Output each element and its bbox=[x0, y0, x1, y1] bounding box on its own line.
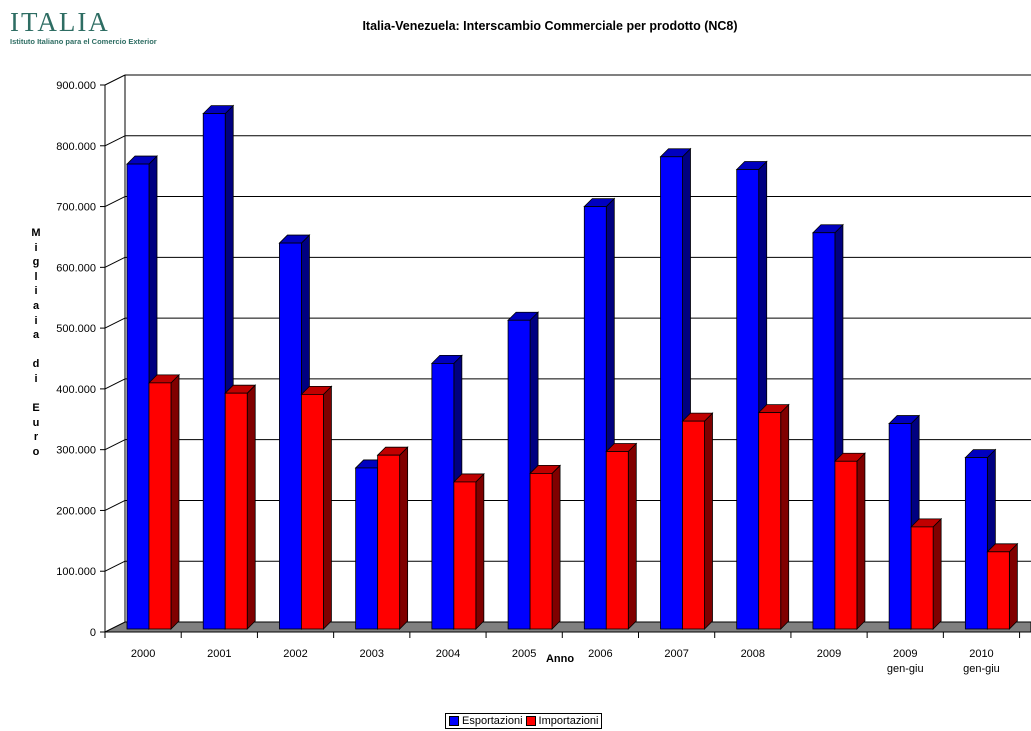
gridline-depth bbox=[104, 560, 126, 572]
y-axis-label-char: g bbox=[32, 256, 40, 269]
logo-name: ITALIA bbox=[10, 7, 110, 37]
gridline-depth bbox=[104, 256, 126, 268]
legend: Esportazioni Importazioni bbox=[445, 713, 603, 729]
bar-imports bbox=[986, 551, 1010, 630]
y-axis-label-char: i bbox=[34, 372, 38, 385]
bar-imports bbox=[910, 526, 934, 630]
y-tick-label: 600.000 bbox=[56, 262, 96, 274]
bar-imports bbox=[758, 412, 782, 630]
bar-imports-side bbox=[932, 517, 942, 630]
y-axis-label-char: i bbox=[34, 314, 38, 327]
legend-item-imports: Importazioni bbox=[525, 715, 599, 727]
y-tick-label: 0 bbox=[90, 627, 96, 639]
bar-imports bbox=[453, 481, 477, 630]
gridline-depth bbox=[104, 439, 126, 451]
y-axis-label-char: l bbox=[34, 270, 38, 283]
bar-imports-side bbox=[1008, 542, 1018, 630]
y-axis-label-char: a bbox=[32, 329, 40, 342]
y-tick-label: 800.000 bbox=[56, 141, 96, 153]
logo-subtitle: Istituto Italiano para el Comercio Exter… bbox=[10, 37, 157, 46]
y-axis-label-char: E bbox=[32, 402, 40, 415]
gridline-depth bbox=[104, 317, 126, 329]
y-axis-label-char: u bbox=[32, 416, 40, 429]
bar-exports bbox=[888, 423, 912, 630]
x-tick-label: 2006 bbox=[588, 648, 612, 660]
bar-exports bbox=[583, 206, 607, 630]
x-tick-label: 2001 bbox=[207, 648, 231, 660]
x-tick-label: 2004 bbox=[436, 648, 460, 660]
bar-imports-side bbox=[399, 446, 409, 630]
chart-plot: 0 100.000 200.000 300.000 400.000 500.000 600.… bbox=[56, 74, 1031, 675]
y-axis-label-char: o bbox=[32, 445, 40, 458]
bar-imports-side bbox=[551, 464, 561, 630]
bar-imports bbox=[301, 393, 324, 630]
bar-imports bbox=[682, 420, 705, 630]
legend-swatch-exports bbox=[449, 716, 459, 726]
y-tick-label: 100.000 bbox=[56, 566, 96, 578]
y-tick-label: 900.000 bbox=[56, 80, 96, 92]
bar-imports-side bbox=[170, 373, 180, 630]
y-tick-label: 300.000 bbox=[56, 445, 96, 457]
x-tick-label: 2007 bbox=[664, 648, 688, 660]
y-axis-label-char: M bbox=[31, 227, 41, 239]
logo: ITALIA Istituto Italiano para el Comerci… bbox=[10, 8, 157, 46]
bar-imports-side bbox=[475, 472, 485, 630]
bar-imports bbox=[377, 454, 401, 630]
x-tick-label: gen-giu bbox=[887, 663, 924, 675]
x-tick-label: 2002 bbox=[283, 648, 307, 660]
bar-exports bbox=[736, 169, 760, 630]
bar-imports-side bbox=[780, 403, 790, 630]
x-tick-label: 2009 bbox=[817, 648, 841, 660]
x-tick-label: 2008 bbox=[741, 648, 765, 660]
gridline-depth bbox=[104, 378, 126, 390]
y-tick-label: 200.000 bbox=[56, 505, 96, 517]
gridline-depth bbox=[104, 499, 126, 511]
x-tick-label: 2009 bbox=[893, 648, 917, 660]
y-axis-label-char: i bbox=[34, 241, 38, 254]
bar-imports bbox=[224, 392, 248, 630]
gridline-depth bbox=[104, 196, 126, 208]
y-axis-label-char: i bbox=[34, 285, 38, 298]
x-tick-label: 2003 bbox=[360, 648, 384, 660]
y-axis-label-char: a bbox=[32, 299, 40, 312]
bar-imports bbox=[529, 473, 553, 630]
bar-exports bbox=[126, 163, 150, 630]
x-tick-label: 2010 bbox=[969, 648, 993, 660]
y-tick-label: 400.000 bbox=[56, 384, 96, 396]
bar-imports bbox=[148, 382, 172, 630]
legend-label-imports: Importazioni bbox=[538, 715, 599, 727]
x-tick-label: gen-giu bbox=[963, 663, 1000, 675]
x-axis-label: Anno bbox=[545, 653, 575, 665]
bar-imports-side bbox=[856, 452, 866, 630]
bar-exports bbox=[964, 457, 988, 630]
bar-exports bbox=[202, 113, 226, 630]
bar-exports bbox=[355, 467, 379, 630]
y-axis-label-char: d bbox=[32, 358, 40, 371]
y-axis-label-char: r bbox=[33, 431, 39, 444]
bar-exports bbox=[279, 242, 302, 630]
x-tick-label: 2000 bbox=[131, 648, 155, 660]
gridline-depth bbox=[104, 135, 126, 147]
bar-exports bbox=[812, 232, 836, 630]
y-tick-label: 700.000 bbox=[56, 202, 96, 214]
bar-imports-side bbox=[627, 442, 637, 630]
bar-imports bbox=[834, 460, 858, 630]
bar-imports-side bbox=[323, 385, 332, 630]
bar-exports bbox=[431, 363, 455, 630]
gridline-depth bbox=[104, 74, 126, 86]
legend-label-exports: Esportazioni bbox=[462, 715, 523, 727]
bar-imports bbox=[605, 451, 629, 630]
x-tick-label: 2005 bbox=[512, 648, 536, 660]
bar-imports-side bbox=[704, 412, 713, 630]
legend-item-exports: Esportazioni bbox=[449, 715, 523, 727]
bar-exports bbox=[660, 156, 683, 630]
legend-swatch-imports bbox=[525, 716, 536, 726]
chart-title: Italia-Venezuela: Interscambio Commercia… bbox=[362, 19, 738, 33]
bar-imports-side bbox=[246, 384, 256, 630]
y-tick-label: 500.000 bbox=[56, 323, 96, 335]
bar-exports bbox=[507, 319, 531, 630]
